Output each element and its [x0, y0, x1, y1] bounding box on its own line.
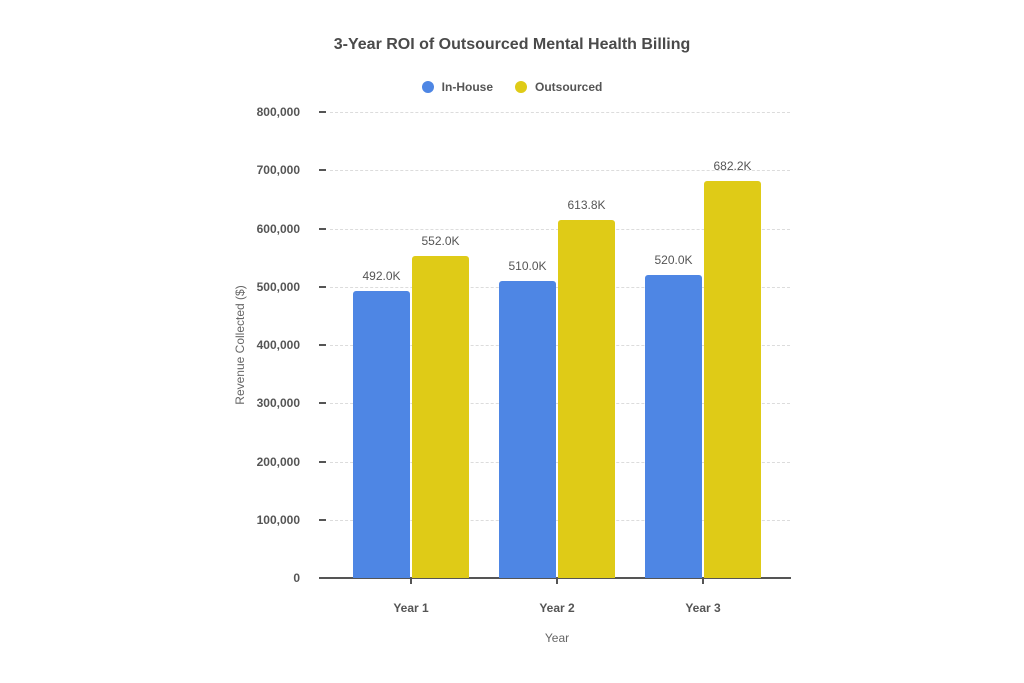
chart-title: 3-Year ROI of Outsourced Mental Health B…	[333, 36, 691, 53]
y-tick-label: 800,000	[256, 105, 300, 119]
bar-in-house-year-2[interactable]	[499, 280, 556, 578]
y-tick-label: 400,000	[256, 338, 300, 352]
y-tick-label: 600,000	[256, 221, 300, 236]
y-tick-mark	[319, 518, 326, 521]
x-tick-mark	[410, 578, 412, 584]
bar-value-label: 552.0K	[421, 234, 460, 249]
y-tick-label: 300,000	[256, 396, 300, 411]
gridline	[330, 112, 790, 113]
x-axis-title: Year	[544, 631, 570, 645]
y-tick-label: 700,000	[256, 163, 300, 178]
y-tick-label: 200,000	[256, 454, 300, 469]
gridline	[330, 170, 790, 172]
legend-dot-icon	[515, 81, 527, 93]
y-tick-mark	[319, 169, 326, 172]
y-tick-label: 500,000	[256, 279, 300, 294]
bar-value-label: 613.8K	[567, 198, 606, 213]
x-axis-line	[319, 577, 791, 579]
y-tick-label: 100,000	[256, 512, 300, 527]
y-tick-mark	[319, 402, 326, 405]
bar-value-label: 682.2K	[713, 158, 752, 173]
bar-value-label: 510.0K	[508, 258, 547, 273]
y-tick-mark	[319, 460, 326, 463]
legend-item-outsourced[interactable]: Outsourced	[515, 80, 602, 94]
legend-label: Outsourced	[535, 80, 603, 94]
legend-dot-icon	[421, 81, 434, 93]
y-tick-mark	[319, 285, 326, 288]
legend-item-in-house[interactable]: In-House	[421, 80, 493, 94]
x-tick-label: Year 3	[685, 601, 721, 615]
bar-in-house-year-3[interactable]	[645, 275, 702, 578]
y-tick-mark	[319, 227, 326, 230]
bar-outsourced-year-2[interactable]	[558, 220, 615, 578]
legend-label: In-House	[441, 80, 493, 94]
y-tick-mark	[319, 111, 326, 113]
bar-outsourced-year-3[interactable]	[704, 180, 761, 578]
x-tick-label: Year 2	[539, 601, 575, 615]
bar-value-label: 492.0K	[362, 269, 401, 284]
bar-outsourced-year-1[interactable]	[412, 256, 469, 578]
bar-value-label: 520.0K	[654, 253, 693, 268]
legend: In-House Outsourced	[0, 80, 1024, 94]
x-tick-mark	[556, 578, 558, 584]
bar-in-house-year-1[interactable]	[353, 291, 410, 578]
x-tick-label: Year 1	[393, 601, 429, 615]
y-tick-label: 0	[293, 571, 300, 585]
y-tick-mark	[319, 344, 326, 346]
x-tick-mark	[702, 578, 704, 584]
